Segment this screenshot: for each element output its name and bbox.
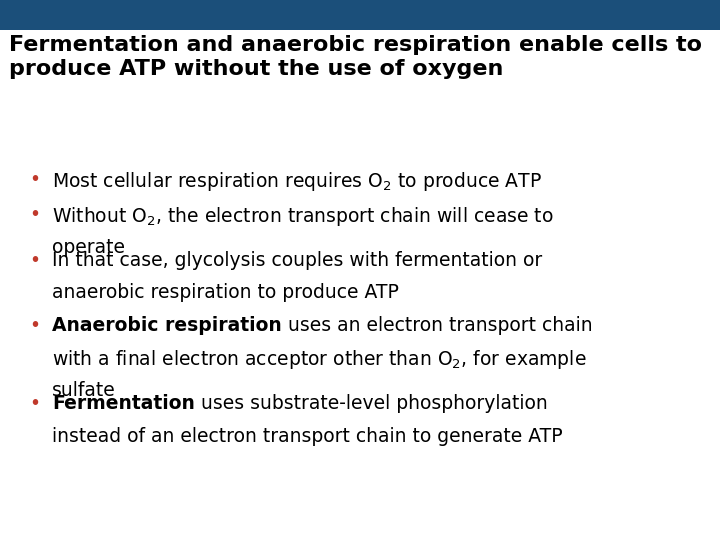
Text: Fermentation and anaerobic respiration enable cells to
produce ATP without the u: Fermentation and anaerobic respiration e… xyxy=(9,35,701,79)
Text: Anaerobic respiration: Anaerobic respiration xyxy=(52,316,282,335)
Text: operate: operate xyxy=(52,238,125,256)
Text: instead of an electron transport chain to generate ATP: instead of an electron transport chain t… xyxy=(52,427,562,446)
Text: uses substrate-level phosphorylation: uses substrate-level phosphorylation xyxy=(194,394,547,413)
Bar xyxy=(0,0,720,30)
Text: sulfate: sulfate xyxy=(52,381,116,400)
Text: •: • xyxy=(29,170,40,189)
Text: with a final electron acceptor other than O$_2$, for example: with a final electron acceptor other tha… xyxy=(52,348,586,372)
Text: Fermentation: Fermentation xyxy=(52,394,194,413)
Text: In that case, glycolysis couples with fermentation or: In that case, glycolysis couples with fe… xyxy=(52,251,542,270)
Text: Most cellular respiration requires O$_2$ to produce ATP: Most cellular respiration requires O$_2$… xyxy=(52,170,541,193)
Text: uses an electron transport chain: uses an electron transport chain xyxy=(282,316,593,335)
Text: •: • xyxy=(29,251,40,270)
Text: •: • xyxy=(29,394,40,413)
Text: anaerobic respiration to produce ATP: anaerobic respiration to produce ATP xyxy=(52,284,399,302)
Text: •: • xyxy=(29,205,40,224)
Text: •: • xyxy=(29,316,40,335)
Text: Without O$_2$, the electron transport chain will cease to: Without O$_2$, the electron transport ch… xyxy=(52,205,554,228)
